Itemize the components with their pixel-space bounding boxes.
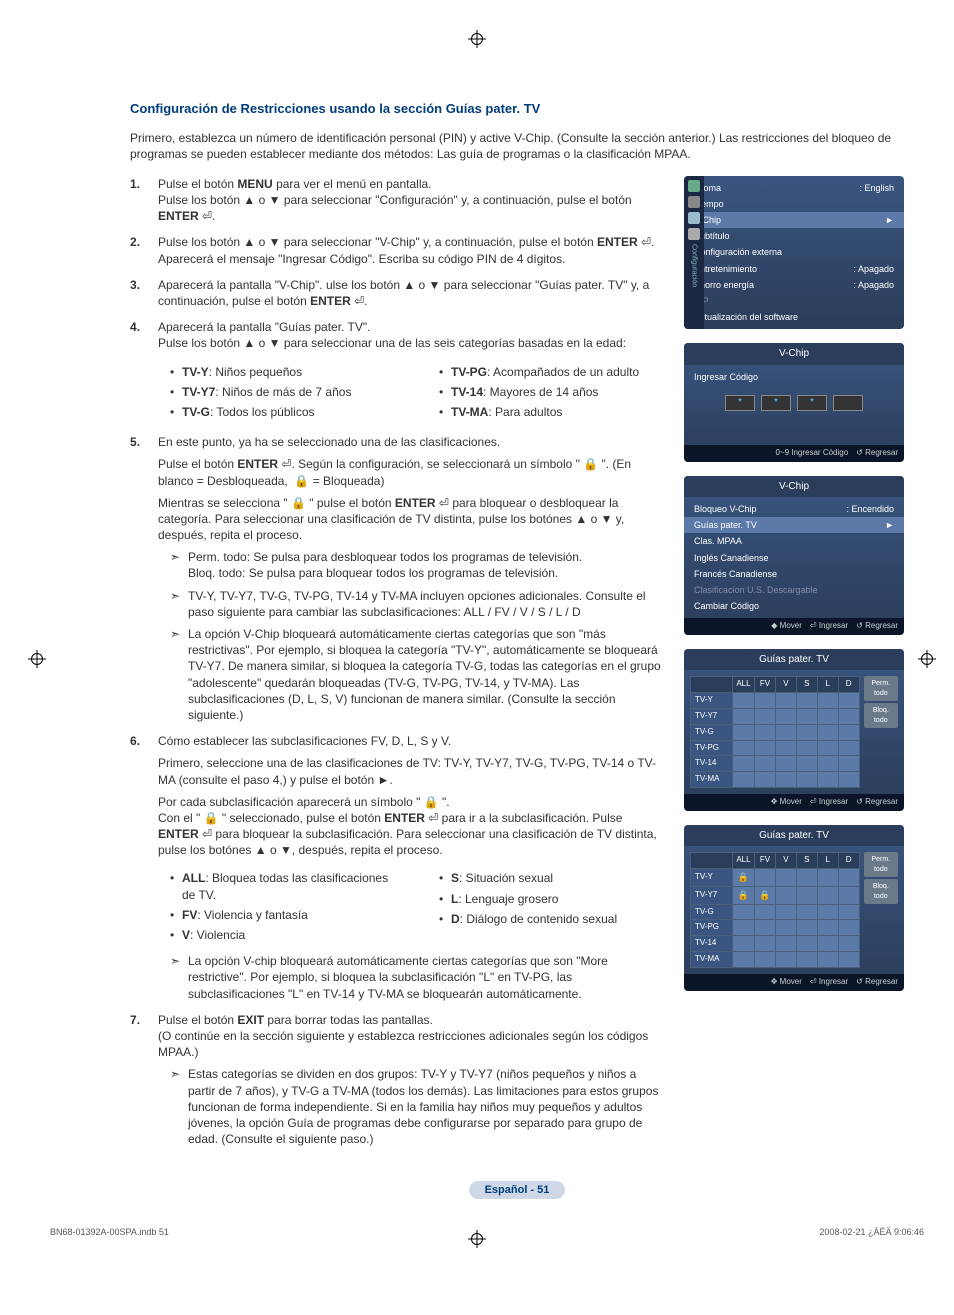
subclass-list-left: ALL: Bloquea todas las clasificaciones d… <box>158 870 397 947</box>
osd-panel-ratings-2: Guías pater. TV ALLFVVSLDTV-Y🔒TV-Y7🔒🔒TV-… <box>684 825 904 991</box>
list-item: TV-PG: Acompañados de un adulto <box>439 364 666 380</box>
panel-title: V-Chip <box>684 476 904 498</box>
list-item: S: Situación sexual <box>439 870 666 886</box>
sidebar-icon <box>688 212 700 224</box>
pin-digit: * <box>761 395 791 411</box>
ratings-list-right: TV-PG: Acompañados de un adulto TV-14: Ma… <box>427 364 666 425</box>
osd-panel-pin: V-Chip Ingresar Código * * * 0~9 Ingresa… <box>684 343 904 461</box>
pin-digit: * <box>797 395 827 411</box>
list-item: D: Diálogo de contenido sexual <box>439 911 666 927</box>
step-3: Aparecerá la pantalla "V-Chip". ulse los… <box>130 277 666 309</box>
crop-mark-icon <box>28 650 46 668</box>
page-number-badge: Español - 51 <box>130 1181 904 1198</box>
panel-hints: ✥ Mover⏎ Ingresar↺ Regresar <box>684 794 904 811</box>
menu-row: Clasificacion U.S. Descargable <box>684 582 904 598</box>
intro-paragraph: Primero, establezca un número de identif… <box>130 130 904 162</box>
menu-row: Idioma: English <box>684 180 904 196</box>
note-subclass: TV-Y, TV-Y7, TV-G, TV-PG, TV-14 y TV-MA … <box>170 588 666 620</box>
list-item: TV-MA: Para adultos <box>439 404 666 420</box>
menu-row: Subtítulo <box>684 228 904 244</box>
step-4: Aparecerá la pantalla "Guías pater. TV".… <box>130 319 666 424</box>
note-two-groups: Estas categorías se dividen en dos grupo… <box>170 1066 666 1147</box>
menu-row: Configuración externa <box>684 244 904 260</box>
pin-label: Ingresar Código <box>684 365 904 385</box>
list-item: TV-G: Todos los públicos <box>170 404 397 420</box>
panel-hints: ✥ Mover⏎ Ingresar↺ Regresar <box>684 974 904 991</box>
step-5: En este punto, ya ha se seleccionado una… <box>130 434 666 723</box>
menu-row: Cambiar Código <box>684 598 904 614</box>
step-1: Pulse el botón MENU para ver el menú en … <box>130 176 666 225</box>
section-title: Configuración de Restricciones usando la… <box>130 100 904 118</box>
ratings-list-left: TV-Y: Niños pequeños TV-Y7: Niños de más … <box>158 364 397 425</box>
footer-timestamp: 2008-02-21 ¿ÀÈÄ 9:06:46 <box>819 1226 924 1238</box>
panel-hints: ◆ Mover⏎ Ingresar↺ Regresar <box>684 618 904 635</box>
menu-row: Ahorro energía: Apagado <box>684 277 904 293</box>
osd-panel-ratings-1: Guías pater. TV ALLFVVSLDTV-YTV-Y7TV-GTV… <box>684 649 904 811</box>
bloq-todo-button: Bloq. todo <box>864 879 898 904</box>
rating-table: ALLFVVSLDTV-YTV-Y7TV-GTV-PGTV-14TV-MA <box>690 676 860 788</box>
perm-todo-button: Perm. todo <box>864 852 898 877</box>
perm-todo-button: Perm. todo <box>864 676 898 701</box>
note-more-restrictive: La opción V-chip bloqueará automáticamen… <box>170 953 666 1002</box>
sidebar-icon <box>688 196 700 208</box>
menu-row: Clas. MPAA <box>684 533 904 549</box>
menu-row: Actualización del software <box>684 309 904 325</box>
footer-filename: BN68-01392A-00SPA.indb 51 <box>50 1226 169 1238</box>
menu-row: V-Chip► <box>684 212 904 228</box>
panel-title: Guías pater. TV <box>684 649 904 671</box>
list-item: TV-Y: Niños pequeños <box>170 364 397 380</box>
menu-row: Tiempo <box>684 196 904 212</box>
note-perm-bloq: Perm. todo: Se pulsa para desbloquear to… <box>170 549 666 581</box>
sidebar-icon <box>688 228 700 240</box>
panel-title: Guías pater. TV <box>684 825 904 847</box>
bloq-todo-button: Bloq. todo <box>864 703 898 728</box>
subclass-list-right: S: Situación sexual L: Lenguaje grosero D:… <box>427 870 666 947</box>
list-item: FV: Violencia y fantasía <box>170 907 397 923</box>
pin-digit <box>833 395 863 411</box>
panel-hints: 0~9 Ingresar Código↺ Regresar <box>684 445 904 462</box>
sidebar-icon <box>688 180 700 192</box>
list-item: L: Lenguaje grosero <box>439 891 666 907</box>
osd-panel-config: Configuración Idioma: EnglishTiempoV-Chi… <box>684 176 904 329</box>
menu-row: Entretenimiento: Apagado <box>684 261 904 277</box>
crop-mark-icon <box>918 650 936 668</box>
content-column: Pulse el botón MENU para ver el menú en … <box>130 176 666 1157</box>
crop-mark-icon <box>468 1230 486 1248</box>
list-item: TV-14: Mayores de 14 años <box>439 384 666 400</box>
list-item: ALL: Bloquea todas las clasificaciones d… <box>170 870 397 902</box>
rating-table: ALLFVVSLDTV-Y🔒TV-Y7🔒🔒TV-GTV-PGTV-14TV-MA <box>690 852 860 968</box>
menu-row: Guías pater. TV► <box>684 517 904 533</box>
crop-mark-icon <box>468 30 486 48</box>
step-7: Pulse el botón EXIT para borrar todas la… <box>130 1012 666 1148</box>
menu-row: PIP <box>684 293 904 309</box>
menu-row: Inglés Canadiense <box>684 550 904 566</box>
list-item: TV-Y7: Niños de más de 7 años <box>170 384 397 400</box>
screenshot-column: Configuración Idioma: EnglishTiempoV-Chi… <box>684 176 904 1157</box>
sidebar-label: Configuración <box>689 244 698 287</box>
list-item: V: Violencia <box>170 927 397 943</box>
step-6: Cómo establecer las subclasificaciones F… <box>130 733 666 1002</box>
pin-digit: * <box>725 395 755 411</box>
note-auto-block: La opción V-Chip bloqueará automáticamen… <box>170 626 666 723</box>
panel-title: V-Chip <box>684 343 904 365</box>
menu-row: Francés Canadiense <box>684 566 904 582</box>
step-2: Pulse los botón ▲ o ▼ para seleccionar "… <box>130 234 666 266</box>
osd-panel-vchip: V-Chip Bloqueo V-Chip: EncendidoGuías pa… <box>684 476 904 635</box>
menu-row: Bloqueo V-Chip: Encendido <box>684 501 904 517</box>
